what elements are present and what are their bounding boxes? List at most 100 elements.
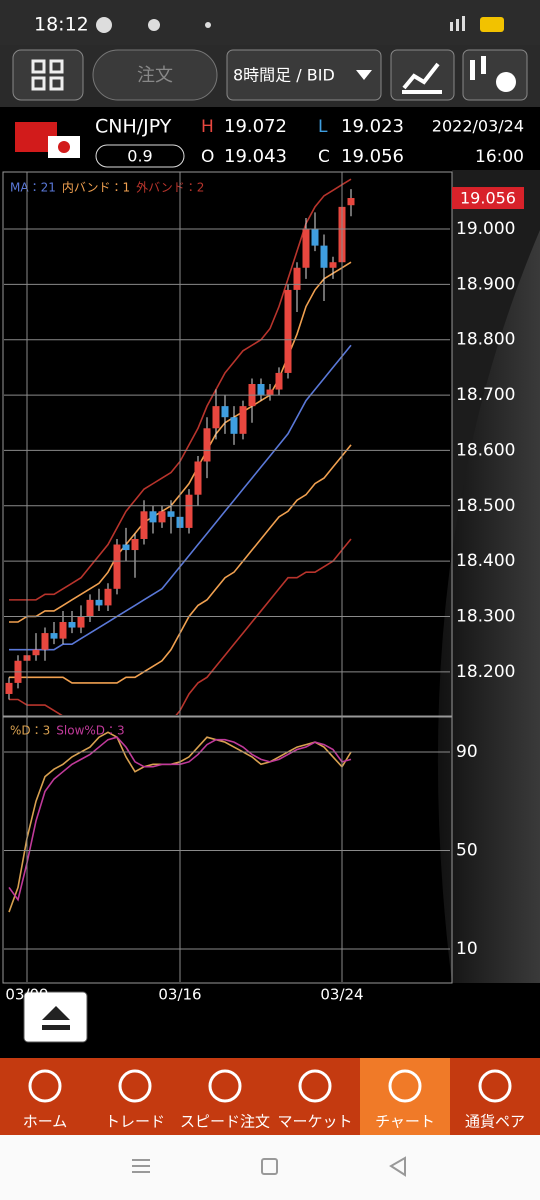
timeframe-select[interactable] xyxy=(226,49,382,101)
nav-label: ホーム xyxy=(23,1113,68,1131)
status-icons xyxy=(96,16,504,33)
candle-body xyxy=(320,245,328,268)
y-tick-label: 18.600 xyxy=(456,440,515,460)
candle-body xyxy=(50,633,58,639)
candle-body xyxy=(185,494,193,528)
candle-body xyxy=(140,511,148,539)
dropdown-arrow xyxy=(356,70,372,80)
date: 2022/03/24 xyxy=(432,117,524,136)
candle-body xyxy=(41,633,49,650)
candle-body xyxy=(230,417,238,434)
y-tick-label: 18.700 xyxy=(456,385,515,405)
candle-body xyxy=(203,428,211,462)
x-tick-label: 03/09 xyxy=(5,986,48,1004)
y-tick-label: 18.500 xyxy=(456,496,515,516)
system-nav xyxy=(0,1135,540,1200)
candle-body xyxy=(95,599,103,606)
settings-icon xyxy=(470,56,516,92)
nav-items: ホーム トレード スピード注文 マーケット チャート 通貨ペア xyxy=(23,1058,525,1135)
close-label: C xyxy=(318,147,330,167)
nav-icon xyxy=(388,1069,422,1103)
y-tick-label: 90 xyxy=(456,742,478,762)
close: 19.056 xyxy=(341,146,404,167)
candle-body xyxy=(104,588,112,606)
nav-label: マーケット xyxy=(277,1113,352,1131)
pair: CNH/JPY xyxy=(95,116,172,138)
candle-body xyxy=(167,511,175,517)
legend-entry: Slow%D：3 xyxy=(56,724,124,738)
y-tick-label: 10 xyxy=(456,939,478,959)
spread-box xyxy=(95,144,185,168)
open-label: O xyxy=(201,147,214,167)
candle-body xyxy=(86,599,94,617)
nav-icon xyxy=(478,1069,512,1103)
candle-body xyxy=(194,461,202,495)
candle-body xyxy=(239,406,247,434)
layout-icon xyxy=(31,59,64,91)
high: 19.072 xyxy=(224,116,287,137)
candle-body xyxy=(68,622,76,628)
time: 16:00 xyxy=(475,147,524,167)
candle-body xyxy=(347,198,355,206)
nav-label: チャート xyxy=(375,1113,435,1131)
y-tick-label: 18.300 xyxy=(456,606,515,626)
nav-icon xyxy=(28,1069,62,1103)
candle-body xyxy=(275,372,283,390)
layout-button[interactable] xyxy=(12,49,84,101)
sub-frame xyxy=(2,716,453,984)
legend-entry: %D：3 xyxy=(10,724,50,738)
candle-body xyxy=(59,622,67,639)
y-tick-label: 50 xyxy=(456,840,478,860)
last-price-label: 19.056 xyxy=(460,189,516,208)
open: 19.043 xyxy=(224,146,287,167)
legend-entry: 外バンド：2 xyxy=(136,181,204,195)
nav-icon xyxy=(298,1069,332,1103)
system-buttons xyxy=(132,1156,406,1177)
candle-body xyxy=(311,229,319,246)
x-tick-label: 03/16 xyxy=(158,986,201,1004)
order-label: 注文 xyxy=(137,65,173,86)
candle-body xyxy=(5,682,13,694)
y-tick-label: 18.900 xyxy=(456,274,515,294)
candle-body xyxy=(266,389,274,396)
candle-body xyxy=(149,511,157,523)
status-time: 18:12 xyxy=(34,14,89,36)
candle-body xyxy=(113,544,121,589)
candle-body xyxy=(158,511,166,523)
y-tick-label: 18.800 xyxy=(456,330,515,350)
nav-icon xyxy=(118,1069,152,1103)
nav-label: トレード xyxy=(105,1113,165,1131)
main-frame xyxy=(2,171,453,717)
last-price-tag xyxy=(452,187,524,210)
candle-body xyxy=(302,229,310,268)
candle-body xyxy=(221,406,229,418)
nav-icon xyxy=(208,1069,242,1103)
low-label: L xyxy=(318,117,328,137)
flag-jp-sun xyxy=(58,141,70,153)
y-tick-label: 18.200 xyxy=(456,662,515,682)
candle-body xyxy=(212,406,220,429)
candle-body xyxy=(284,289,292,373)
y-tick-label: 18.400 xyxy=(456,551,515,571)
axis-shade xyxy=(437,230,540,983)
y-tick-label: 19.000 xyxy=(456,219,515,239)
collapse-icon xyxy=(42,1006,70,1030)
timeframe-label: 8時間足 / BID xyxy=(233,66,335,85)
candle-body xyxy=(122,544,130,551)
legend-entry: 内バンド：1 xyxy=(62,181,130,195)
indicator-icon xyxy=(402,62,442,94)
candle-body xyxy=(257,383,265,396)
nav-label: 通貨ペア xyxy=(465,1113,525,1131)
legend-entry: MA：21 xyxy=(10,181,56,195)
candle-body xyxy=(329,262,337,268)
candle-body xyxy=(293,267,301,290)
candle-body xyxy=(32,649,40,656)
low: 19.023 xyxy=(341,116,404,137)
spread: 0.9 xyxy=(127,147,152,166)
candle-body xyxy=(131,538,139,551)
order-button[interactable] xyxy=(92,49,218,101)
high-label: H xyxy=(201,117,214,137)
